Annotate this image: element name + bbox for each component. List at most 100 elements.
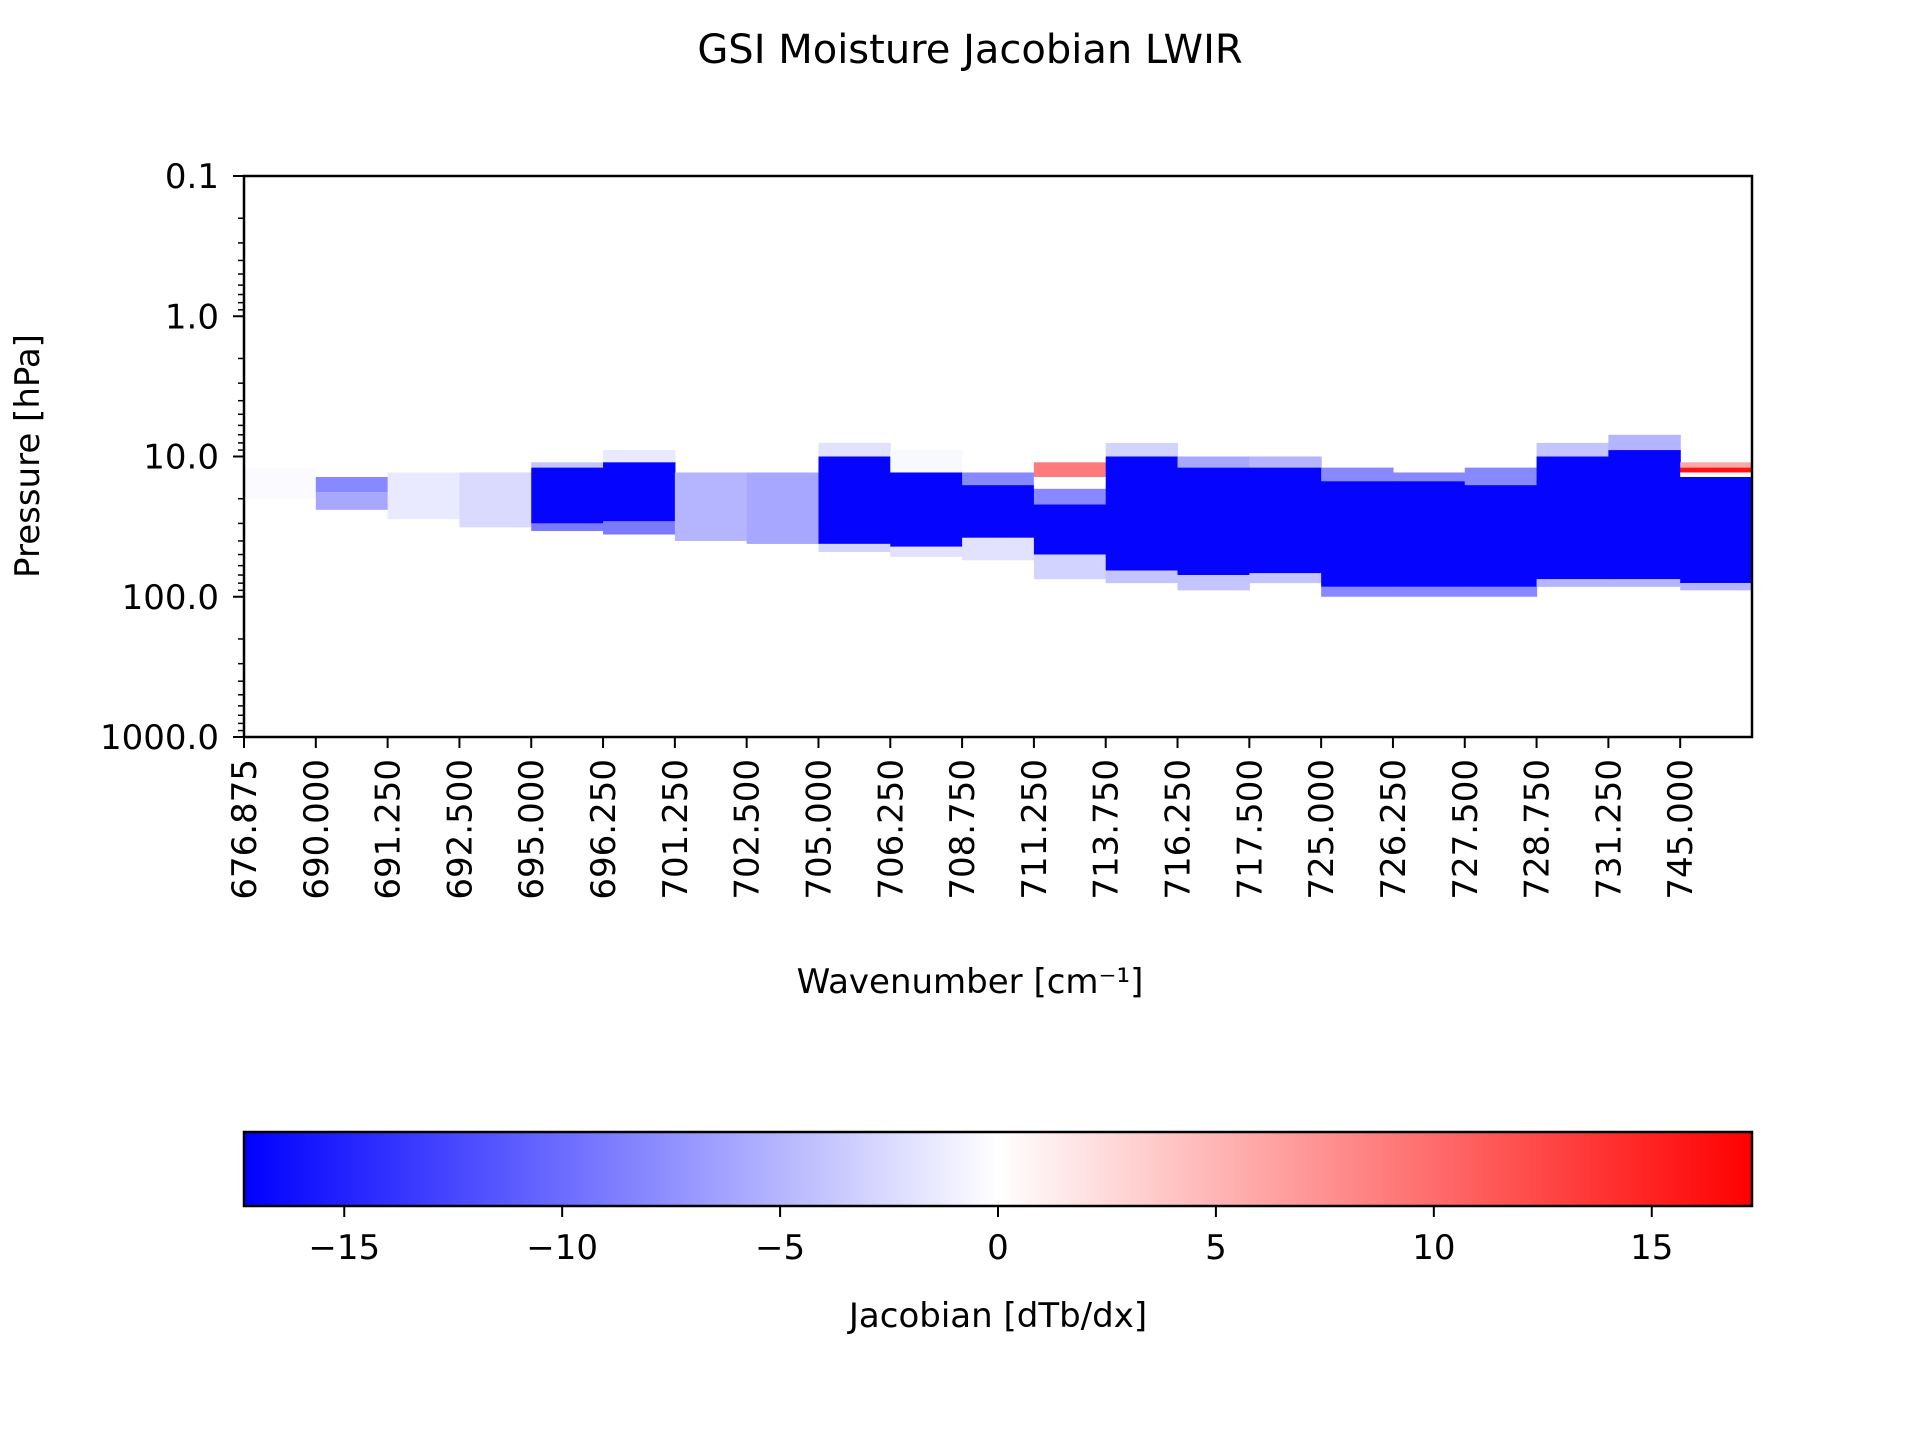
colorbar-tick-label: 10 (1412, 1228, 1455, 1268)
heatmap-cell (531, 467, 604, 524)
x-tick-label: 728.750 (1518, 759, 1558, 900)
heatmap-cell (1033, 504, 1107, 555)
heatmap-cell (1177, 467, 1250, 576)
heatmap-cell (1392, 481, 1466, 587)
heatmap-cell (1321, 467, 1394, 482)
x-tick-label: 691.250 (369, 759, 409, 900)
heatmap-cell (962, 537, 1035, 561)
heatmap-cell (746, 472, 820, 544)
heatmap-cell (603, 450, 676, 463)
colorbar-tick-label: −10 (526, 1228, 598, 1268)
heatmap-cell (603, 521, 676, 535)
heatmap-cell (890, 546, 963, 557)
x-tick-label: 696.250 (584, 759, 624, 900)
x-tick-label: 705.000 (799, 759, 839, 900)
heatmap-cell (962, 485, 1035, 538)
x-axis: 676.875 690.000 691.250 692.500 695.000 696.2… (225, 737, 1701, 900)
heatmap-cell (1105, 570, 1179, 584)
colorbar-tick-label: 15 (1630, 1228, 1673, 1268)
heatmap-cell (1536, 456, 1609, 580)
heatmap-cell (674, 472, 748, 541)
heatmap-cell (1177, 456, 1250, 468)
colorbar (242, 1130, 1754, 1208)
x-tick-label: 726.250 (1374, 759, 1414, 900)
x-tick-label: 701.250 (656, 759, 696, 900)
heatmap-cell (1033, 462, 1107, 477)
x-tick-label: 745.000 (1661, 759, 1701, 900)
heatmap-cell (890, 450, 963, 473)
heatmap-cell (603, 462, 676, 522)
heatmap-cell (1464, 485, 1538, 587)
x-tick-label: 702.500 (728, 759, 768, 900)
heatmap-cell (1033, 488, 1107, 505)
heatmap-cell (1680, 462, 1753, 468)
heatmap-cell (890, 472, 963, 547)
colorbar-tick-label: 0 (987, 1228, 1009, 1268)
heatmap-cell (1608, 434, 1681, 451)
heatmap-cell (315, 476, 389, 493)
x-tick-label: 717.500 (1230, 759, 1270, 900)
heatmap-cell (531, 462, 604, 468)
colorbar-label: Jacobian [dTb/dx] (847, 1296, 1147, 1336)
heatmap-cell (818, 456, 891, 544)
x-tick-label: 706.250 (871, 759, 911, 900)
plot-area-frame (242, 174, 1754, 739)
heatmap-cell (1536, 442, 1609, 457)
y-tick-label: 0.1 (165, 157, 219, 197)
chart-title: GSI Moisture Jacobian LWIR (697, 27, 1242, 73)
heatmap-cell (1249, 456, 1322, 468)
heatmap-cell (1680, 476, 1753, 584)
x-tick-label: 731.250 (1589, 759, 1629, 900)
x-tick-label: 676.875 (225, 759, 265, 900)
x-tick-label: 692.500 (440, 759, 480, 900)
x-tick-label: 713.750 (1087, 759, 1127, 900)
x-tick-label: 695.000 (512, 759, 552, 900)
heatmap-cell (1321, 586, 1394, 597)
colorbar-tick-label: −15 (308, 1228, 380, 1268)
heatmap-cell (818, 543, 891, 553)
x-axis-label: Wavenumber [cm⁻¹] (797, 962, 1144, 1002)
y-tick-label: 100.0 (122, 578, 219, 618)
heatmap-cell (1392, 586, 1466, 597)
heatmap-cell (1177, 575, 1250, 591)
heatmap-cell (1680, 472, 1753, 477)
heatmap-cell (1608, 450, 1681, 580)
heatmap-cell (962, 472, 1035, 486)
heatmap-cell (1033, 554, 1107, 580)
heatmap-cell (531, 523, 604, 532)
heatmap-cell (1249, 573, 1322, 584)
y-tick-label: 1000.0 (100, 718, 219, 758)
x-tick-label: 725.000 (1302, 759, 1342, 900)
heatmap-cell (1536, 579, 1609, 587)
colorbar-tick-label: 5 (1205, 1228, 1227, 1268)
y-tick-label: 1.0 (165, 297, 219, 337)
heatmap-cells (244, 434, 1753, 597)
heatmap-cell (387, 472, 461, 520)
heatmap-cell (1464, 467, 1538, 486)
heatmap-cell (1321, 481, 1394, 587)
colorbar-axis: −15 −10 −5 0 5 10 15 (308, 1206, 1673, 1268)
heatmap-cell (1249, 467, 1322, 574)
heatmap-cell (244, 467, 317, 499)
x-tick-label: 727.500 (1446, 759, 1486, 900)
y-tick-label: 10.0 (143, 438, 219, 478)
heatmap-cell (1680, 583, 1753, 591)
x-tick-label: 711.250 (1015, 759, 1055, 900)
heatmap-cell (1105, 442, 1179, 457)
colorbar-tick-label: −5 (755, 1228, 805, 1268)
y-axis: 0.1 1.0 10.0 100.0 1000.0 (100, 157, 244, 758)
heatmap-cell (818, 442, 891, 457)
y-axis-label: Pressure [hPa] (8, 334, 48, 578)
heatmap-cell (1464, 586, 1538, 597)
heatmap-cell (1608, 579, 1681, 587)
heatmap-cell (1392, 472, 1466, 482)
heatmap-cell (315, 492, 389, 510)
x-tick-label: 708.750 (943, 759, 983, 900)
heatmap-cell (1033, 476, 1107, 489)
x-tick-label: 690.000 (297, 759, 337, 900)
x-tick-label: 716.250 (1159, 759, 1199, 900)
heatmap-cell (1105, 456, 1179, 571)
heatmap-cell (1680, 467, 1753, 473)
